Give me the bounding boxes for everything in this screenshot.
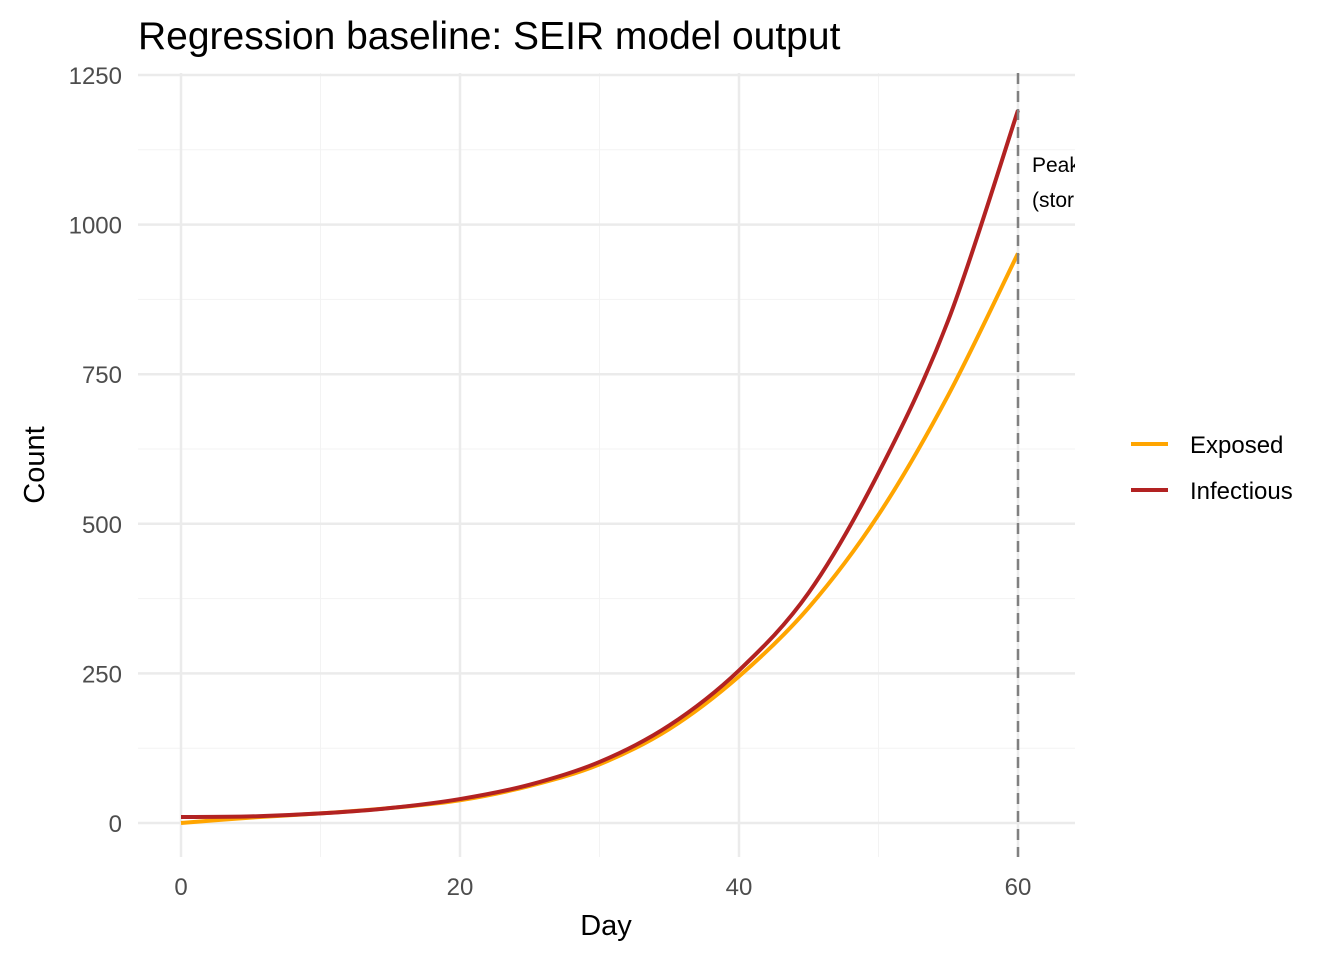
x-tick-label: 40 bbox=[726, 874, 753, 901]
x-axis-label: Day bbox=[580, 910, 632, 942]
y-tick-label: 0 bbox=[109, 811, 122, 838]
grid bbox=[138, 73, 1075, 857]
chart-title: Regression baseline: SEIR model output bbox=[138, 15, 841, 58]
annotation-line-2: (storm bbox=[1032, 189, 1092, 212]
y-axis-label: Count bbox=[19, 426, 51, 503]
y-tick-label: 500 bbox=[82, 512, 122, 539]
series-lines bbox=[180, 73, 1020, 857]
y-tick-label: 750 bbox=[82, 362, 122, 389]
annotation: Peak (storm bbox=[1032, 154, 1092, 212]
y-tick-label: 250 bbox=[82, 661, 122, 688]
y-tick-label: 1250 bbox=[69, 63, 122, 90]
series-line-infectious bbox=[180, 109, 1020, 820]
legend: Exposed Infectious bbox=[1131, 432, 1293, 505]
legend-label-exposed: Exposed bbox=[1190, 432, 1283, 459]
y-tick-label: 1000 bbox=[69, 213, 122, 240]
x-tick-label: 60 bbox=[1005, 874, 1032, 901]
annotation-line-1: Peak bbox=[1032, 154, 1080, 177]
x-tick-label: 20 bbox=[447, 874, 474, 901]
x-tick-label: 0 bbox=[174, 874, 187, 901]
axes: 0 250 500 750 1000 1250 0 20 40 60 bbox=[69, 63, 1032, 901]
legend-label-infectious: Infectious bbox=[1190, 478, 1293, 505]
